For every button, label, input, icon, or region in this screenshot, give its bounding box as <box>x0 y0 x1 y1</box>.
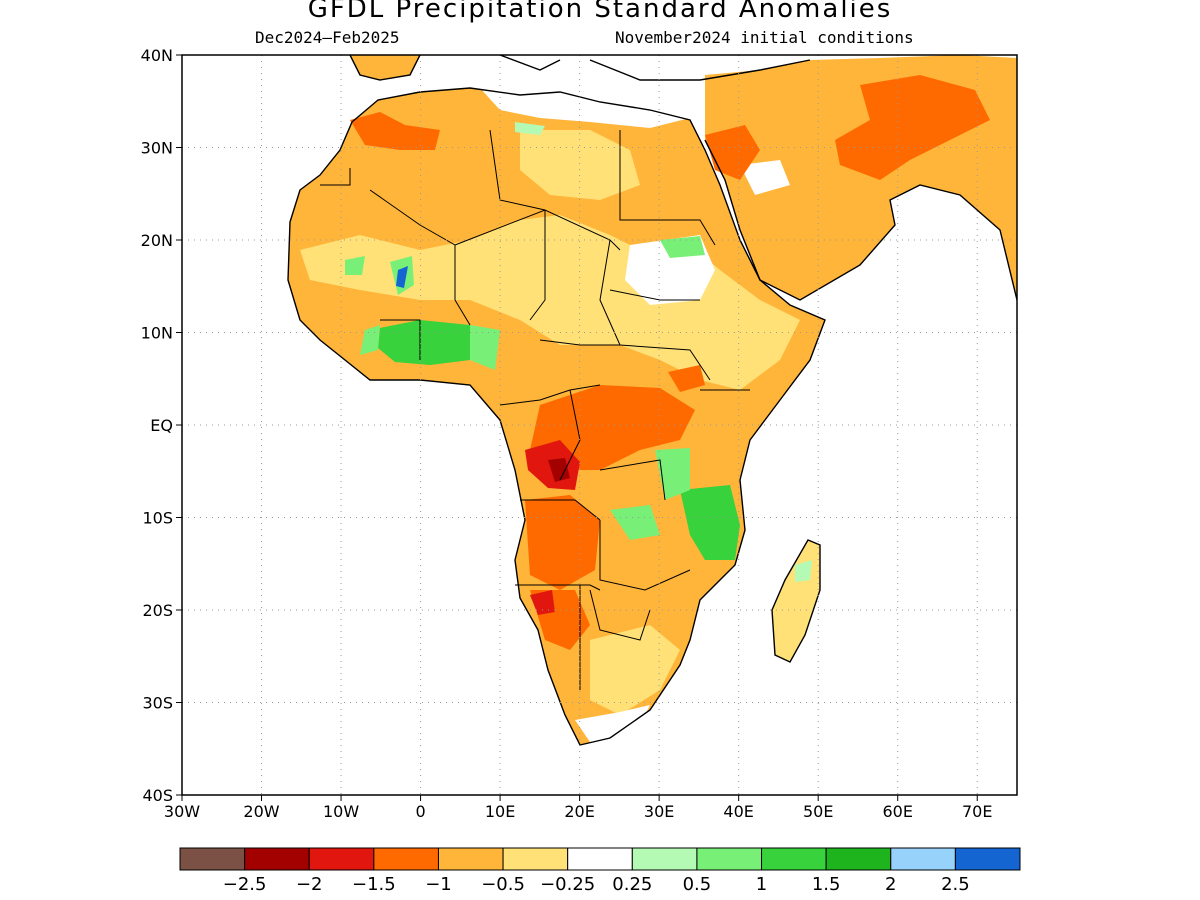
anomaly-red-namibia <box>530 590 555 615</box>
country-borders <box>320 129 750 690</box>
iberia-land <box>350 55 420 80</box>
colorbar: −2.5 −2 −1.5 −1 −0.5 −0.25 0.25 0.5 1 1.5 2 2.5 <box>179 847 1021 895</box>
colorbar-label: −0.5 <box>481 874 525 895</box>
lon-tick-label: 30E <box>644 802 674 821</box>
anomaly-orange-iran <box>835 75 990 180</box>
lat-tick-label: 40S <box>142 786 173 805</box>
colorbar-label: −1.5 <box>352 874 396 895</box>
colorbar-label: −1 <box>425 874 452 895</box>
anomaly-lightgreen-tanzania <box>610 448 690 540</box>
colorbar-label: −0.25 <box>540 874 595 895</box>
africa-coastline <box>287 87 826 746</box>
colorbar-swatch <box>308 847 375 871</box>
lat-tick-label: 10S <box>142 509 173 528</box>
anomaly-neutral-med <box>480 88 690 128</box>
colorbar-swatch <box>761 847 827 871</box>
colorbar-swatch <box>890 847 956 871</box>
anomaly-field <box>288 55 1017 745</box>
lon-tick-label: 60E <box>882 802 912 821</box>
colorbar-label: 2.5 <box>941 874 970 895</box>
anomaly-neutral-arabia <box>740 160 790 195</box>
colorbar-label: 0.5 <box>683 874 712 895</box>
anomaly-lightgreen-libya <box>515 122 545 135</box>
colorbar-label: −2 <box>296 874 323 895</box>
lon-tick-label: 20W <box>243 802 279 821</box>
lon-tick-label: 70E <box>962 802 992 821</box>
lat-tick-label: EQ <box>150 416 173 435</box>
anomaly-lightgreen-guinea-coast <box>360 325 500 370</box>
lat-tick-label: 40N <box>141 46 173 65</box>
colorbar-swatch <box>502 847 569 871</box>
lat-tick-label: 30N <box>141 139 173 158</box>
anomaly-green-guinea-coast <box>378 320 490 365</box>
colorbar-swatch <box>179 847 246 871</box>
anomaly-orange-eastafrica <box>668 365 705 392</box>
anomaly-orange-morocco <box>350 112 440 150</box>
lon-tick-label: 10W <box>323 802 359 821</box>
anomaly-green-tanzania <box>680 485 740 560</box>
lon-tick-label: 30W <box>164 802 200 821</box>
colorbar-label: 2 <box>885 874 896 895</box>
anomaly-orange-angola <box>525 495 600 590</box>
anomaly-lightgreen-senegal <box>345 256 365 275</box>
colorbar-label: 1.5 <box>812 874 841 895</box>
europe-coastline <box>349 55 811 81</box>
colorbar-swatch <box>954 847 1021 871</box>
colorbar-label: 0.25 <box>612 874 652 895</box>
colorbar-swatch <box>373 847 439 871</box>
lon-tick-label: 20E <box>564 802 594 821</box>
lat-tick-label: 30S <box>142 694 173 713</box>
colorbar-swatch <box>825 847 892 871</box>
colorbar-swatch <box>437 847 504 871</box>
arabia-coastline <box>704 139 1017 301</box>
lon-tick-label: 0 <box>415 802 425 821</box>
lat-tick-label: 10N <box>141 324 173 343</box>
anomaly-darkred-gabon <box>548 458 570 482</box>
lon-tick-label: 50E <box>803 802 833 821</box>
anomaly-green-sudan <box>660 236 705 258</box>
anomaly-light-south <box>590 625 680 715</box>
lon-tick-label: 40E <box>723 802 753 821</box>
colorbar-swatch <box>631 847 698 871</box>
colorbar-swatch <box>244 847 310 871</box>
lat-tick-label: 20N <box>141 231 173 250</box>
colorbar-label: 1 <box>756 874 767 895</box>
season-subtitle: Dec2024–Feb2025 <box>255 28 400 47</box>
colorbar-swatch <box>567 847 633 871</box>
colorbar-label: −2.5 <box>223 874 267 895</box>
lat-tick-label: 20S <box>142 601 173 620</box>
anomaly-light-north <box>520 130 640 200</box>
anomaly-orange-congo <box>530 385 695 470</box>
anomaly-neutral-south-coast <box>575 705 650 742</box>
madagascar-land <box>772 540 820 662</box>
map-title: GFDL Precipitation Standard Anomalies <box>307 0 893 24</box>
anomaly-lightgreen-madagascar <box>795 560 812 582</box>
colorbar-swatch <box>696 847 763 871</box>
initial-conditions-subtitle: November2024 initial conditions <box>615 28 914 47</box>
lon-tick-label: 10E <box>485 802 515 821</box>
coastlines <box>287 55 1017 746</box>
madagascar-coastline <box>771 539 821 663</box>
anomaly-blue-mali <box>396 266 408 288</box>
